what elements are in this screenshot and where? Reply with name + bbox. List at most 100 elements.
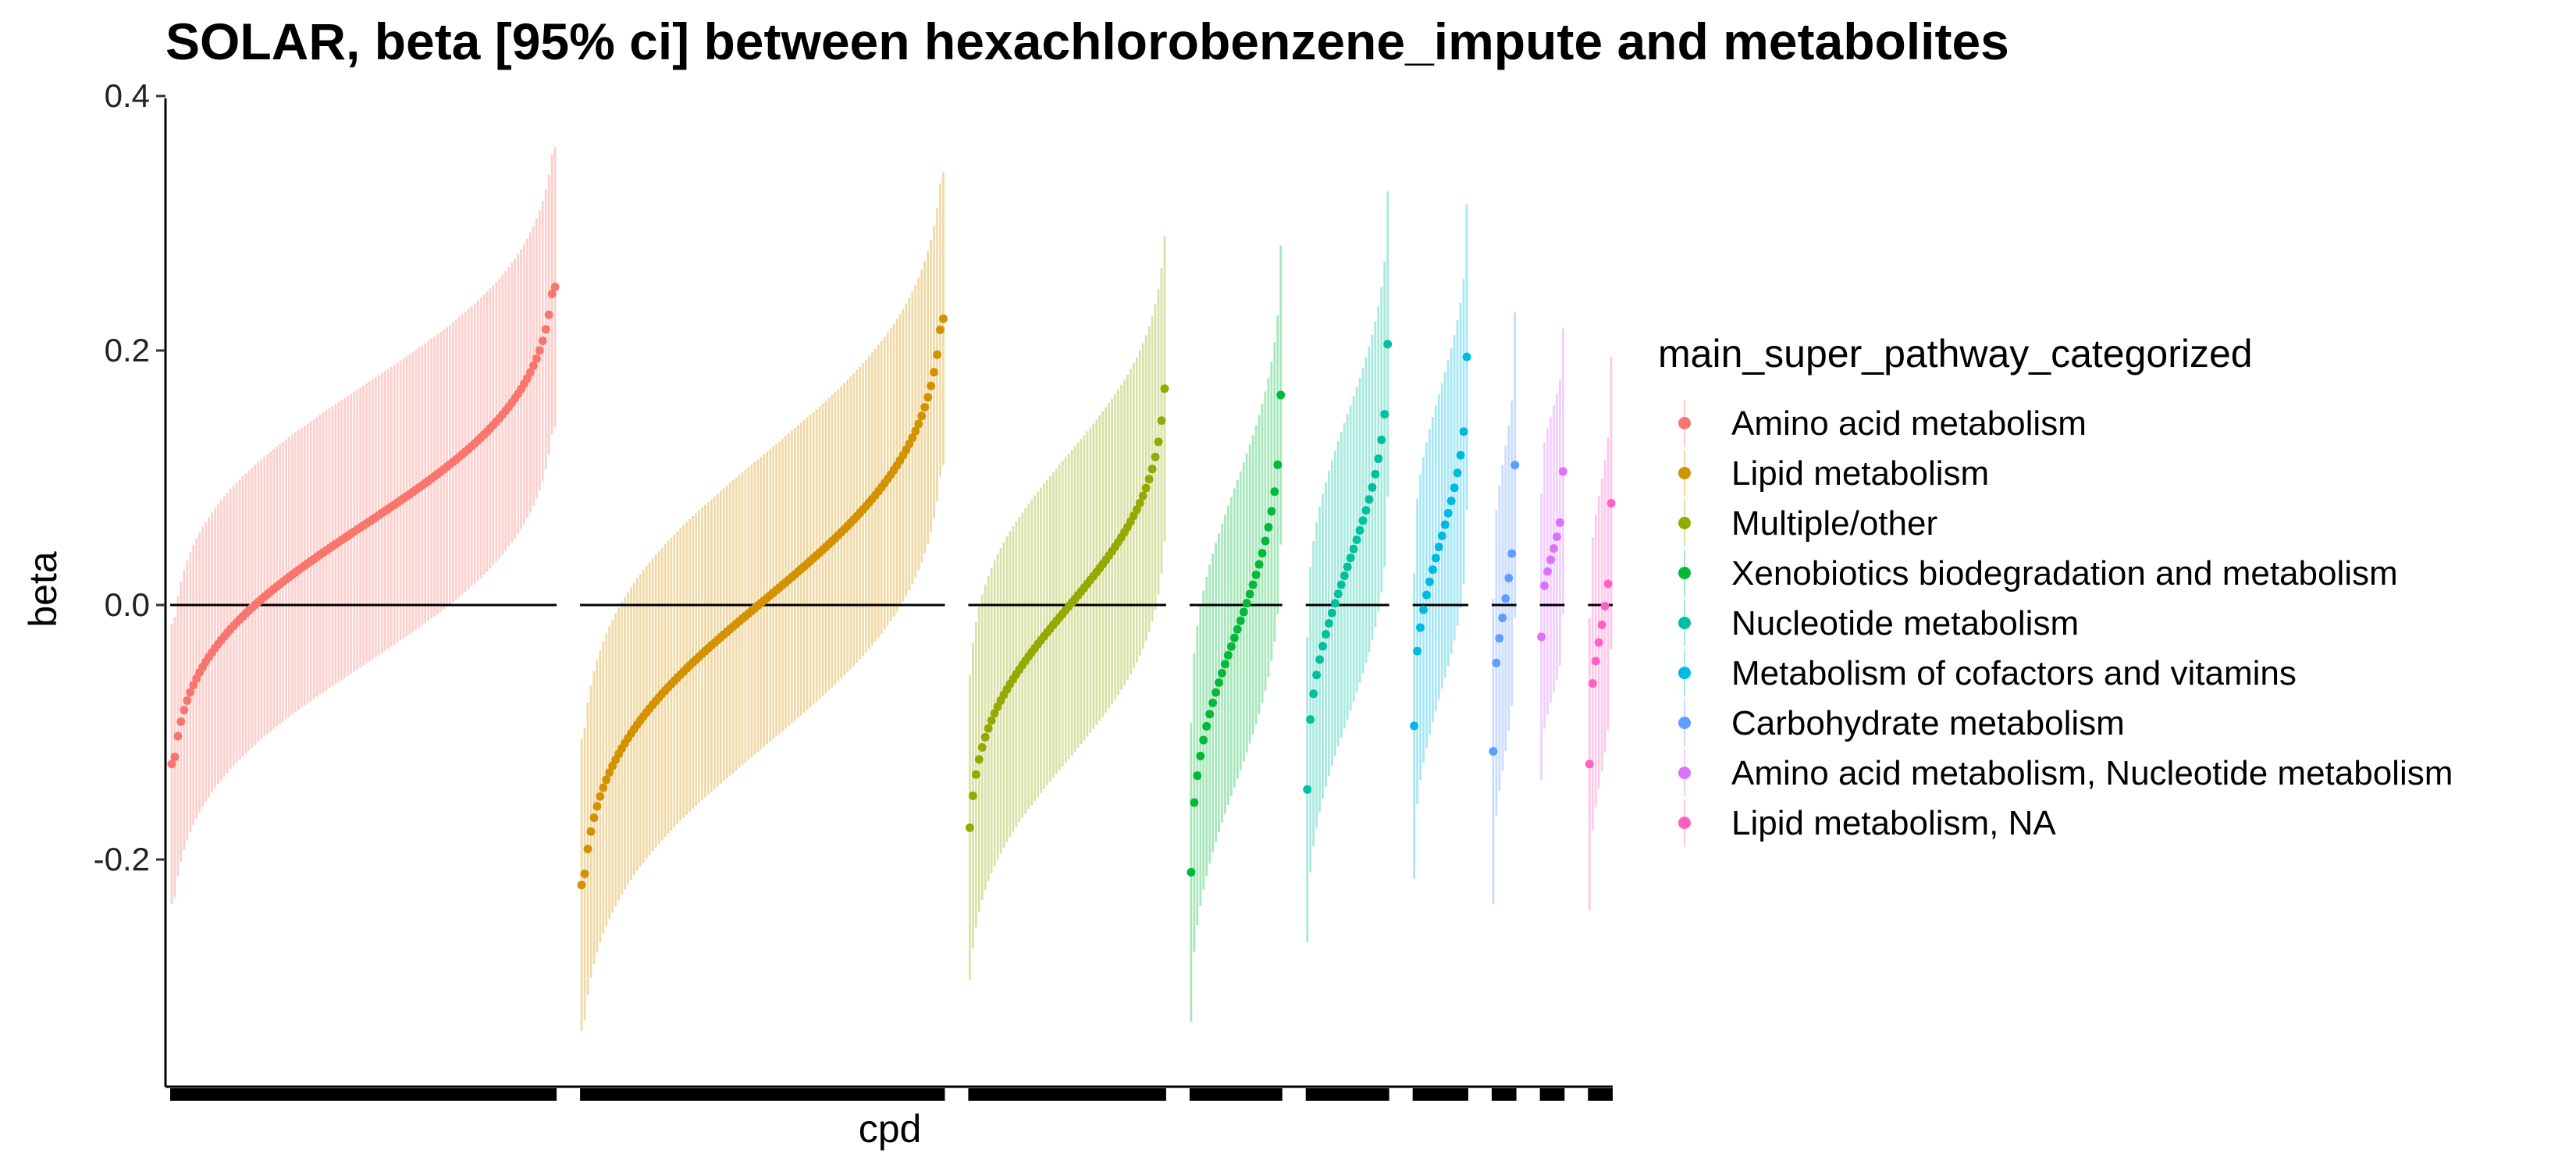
group-5-point bbox=[1343, 562, 1352, 571]
group-4-point bbox=[1223, 650, 1233, 660]
legend-key-dot bbox=[1678, 617, 1691, 629]
group-5-point bbox=[1330, 599, 1340, 608]
group-5-point bbox=[1324, 618, 1333, 628]
legend-label: Lipid metabolism bbox=[1731, 454, 1989, 493]
group-1-point bbox=[173, 731, 183, 741]
group-2-x-ticks bbox=[580, 1088, 945, 1101]
group-1-point bbox=[167, 760, 176, 769]
group-5-point bbox=[1333, 589, 1343, 599]
legend-label: Amino acid metabolism, Nucleotide metabo… bbox=[1731, 754, 2453, 792]
legend-key-dot bbox=[1678, 717, 1691, 729]
group-2-point bbox=[596, 792, 605, 801]
group-4-point bbox=[1215, 678, 1224, 687]
group-4-point bbox=[1276, 390, 1286, 400]
group-8-point bbox=[1546, 555, 1555, 564]
group-3-point bbox=[987, 716, 996, 725]
group-6-point bbox=[1459, 427, 1468, 436]
group-3-point bbox=[974, 755, 984, 764]
group-4-point bbox=[1236, 616, 1245, 625]
group-7-x-ticks bbox=[1491, 1088, 1517, 1101]
group-1-point bbox=[525, 368, 535, 377]
legend-key-dot bbox=[1678, 667, 1691, 679]
group-4-point bbox=[1187, 867, 1196, 877]
group-5-point bbox=[1318, 642, 1328, 651]
group-9-point bbox=[1585, 760, 1594, 769]
group-3-point bbox=[1147, 464, 1157, 474]
group-1-point bbox=[170, 753, 180, 762]
group-4-point bbox=[1190, 798, 1199, 807]
group-6-x-ticks bbox=[1412, 1088, 1468, 1101]
group-6-point bbox=[1413, 646, 1422, 656]
group-6-point bbox=[1419, 605, 1429, 614]
legend-title: main_super_pathway_categorized bbox=[1658, 332, 2253, 376]
group-4-point bbox=[1254, 560, 1264, 569]
legend-label: Nucleotide metabolism bbox=[1731, 604, 2079, 642]
group-3-point bbox=[977, 742, 987, 752]
group-2-point bbox=[577, 881, 586, 890]
group-4-point bbox=[1205, 710, 1215, 719]
group-1-point bbox=[189, 681, 198, 690]
group-4-point bbox=[1202, 721, 1212, 731]
group-2-point bbox=[930, 368, 939, 377]
group-1-point bbox=[538, 336, 547, 346]
group-9-point bbox=[1594, 638, 1603, 647]
y-tick-label: 0.0 bbox=[105, 586, 150, 623]
group-4-point bbox=[1258, 549, 1267, 558]
group-6-point bbox=[1410, 721, 1419, 731]
group-3-point bbox=[968, 791, 977, 800]
group-5-point bbox=[1336, 580, 1346, 589]
group-6-point bbox=[1421, 590, 1431, 600]
group-4-point bbox=[1273, 460, 1283, 469]
group-1-point bbox=[186, 688, 195, 697]
group-5-point bbox=[1371, 469, 1380, 479]
group-5-point bbox=[1355, 525, 1364, 535]
group-2-point bbox=[938, 314, 948, 323]
group-8-point bbox=[1537, 632, 1546, 642]
group-2-point bbox=[920, 403, 930, 412]
group-1-point bbox=[532, 354, 541, 363]
group-7-point bbox=[1510, 461, 1520, 470]
plot-area: 0.4 0.2 0.0 -0.2 bbox=[94, 77, 1616, 1101]
group-4-point bbox=[1199, 735, 1208, 745]
group-5-point bbox=[1361, 506, 1371, 515]
group-5-point bbox=[1349, 544, 1358, 553]
group-3-point bbox=[1151, 452, 1160, 461]
group-6-point bbox=[1437, 531, 1446, 540]
group-4-point bbox=[1226, 642, 1236, 651]
group-4-point bbox=[1267, 507, 1276, 516]
group-6-point bbox=[1443, 508, 1453, 518]
group-4-point bbox=[1239, 607, 1248, 617]
group-4-point bbox=[1242, 599, 1251, 608]
group-7-point bbox=[1501, 594, 1510, 603]
group-2-point bbox=[933, 350, 942, 359]
group-5-point bbox=[1306, 715, 1315, 724]
group-2-point bbox=[605, 768, 614, 778]
group-5-point bbox=[1321, 630, 1330, 639]
legend-key-dot bbox=[1678, 467, 1691, 479]
group-3-point bbox=[971, 770, 980, 779]
group-4-point bbox=[1229, 633, 1239, 642]
y-axis-label: beta bbox=[21, 551, 65, 628]
group-1-point bbox=[176, 717, 186, 726]
group-5-point bbox=[1368, 482, 1377, 492]
group-1-point bbox=[180, 706, 189, 715]
group-1-point bbox=[550, 283, 560, 291]
group-6-point bbox=[1416, 623, 1425, 632]
group-3-point bbox=[1141, 483, 1151, 493]
group-5-point bbox=[1327, 608, 1336, 618]
group-2-point bbox=[592, 802, 602, 811]
group-4-point bbox=[1193, 771, 1202, 781]
group-4-point bbox=[1233, 625, 1242, 634]
group-7-point bbox=[1504, 574, 1514, 583]
group-2-point bbox=[917, 411, 927, 421]
group-6-point bbox=[1446, 497, 1456, 506]
group-2-point bbox=[911, 426, 920, 436]
group-2-point bbox=[935, 325, 945, 334]
group-9-point bbox=[1600, 602, 1610, 611]
legend-key-dot bbox=[1678, 417, 1691, 429]
group-9-point bbox=[1591, 657, 1600, 666]
group-3-point bbox=[990, 709, 999, 718]
y-tick-label: 0.2 bbox=[105, 332, 150, 368]
group-9-point bbox=[1606, 499, 1616, 508]
